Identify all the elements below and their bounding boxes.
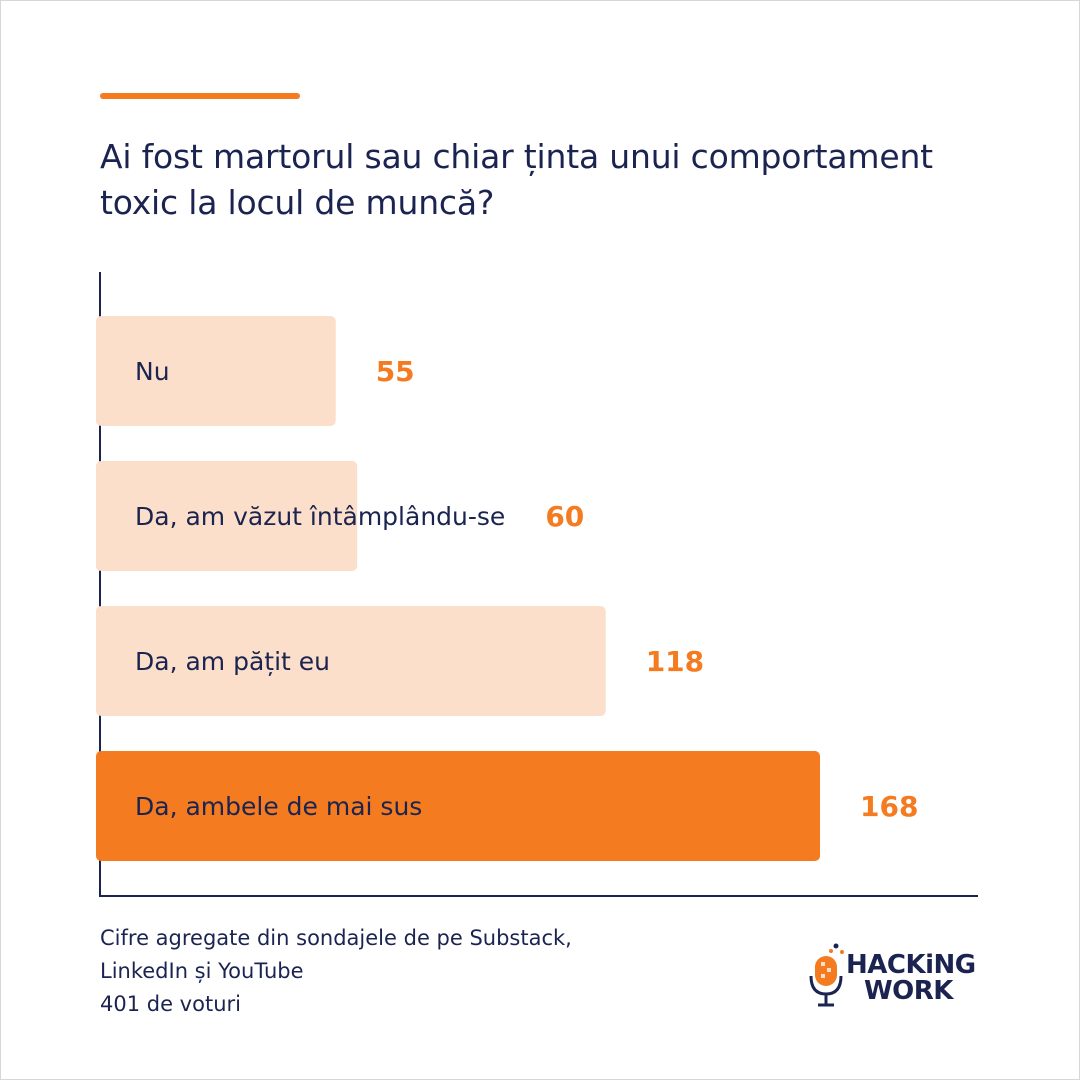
bar (96, 606, 606, 716)
page-title: Ai fost martorul sau chiar ținta unui co… (100, 137, 933, 222)
logo-line-1: HACKiNG (846, 950, 976, 980)
bar-category-label: Nu (135, 357, 170, 386)
bar-value-label: 55 (376, 355, 415, 388)
bar-value-label: 118 (646, 645, 704, 678)
microphone-icon (809, 943, 844, 1007)
hacking-work-logo: HACKiNG WORK (806, 942, 986, 1012)
bars-group: Nu 55 Da, am văzut întâmplându-se 60 Da, am … (96, 316, 918, 861)
bar-value-label: 60 (545, 500, 584, 533)
logo-line-2: WORK (864, 976, 953, 1006)
footnote-line: LinkedIn și YouTube (100, 959, 304, 983)
footnote: Cifre agregate din sondajele de pe Subst… (100, 922, 572, 1021)
bar (96, 461, 358, 571)
logo-text: HACKiNG WORK (846, 952, 976, 1004)
accent-line (100, 93, 300, 99)
footnote-line: 401 de voturi (100, 992, 241, 1016)
bar (96, 316, 336, 426)
bar-value-label: 168 (860, 790, 918, 823)
bar (96, 751, 820, 861)
bar-category-label: Da, am văzut întâmplându-se (135, 502, 505, 531)
bar-category-label: Da, ambele de mai sus (135, 792, 422, 821)
footnote-line: Cifre agregate din sondajele de pe Subst… (100, 926, 572, 950)
bar-category-label: Da, am pățit eu (135, 647, 330, 676)
